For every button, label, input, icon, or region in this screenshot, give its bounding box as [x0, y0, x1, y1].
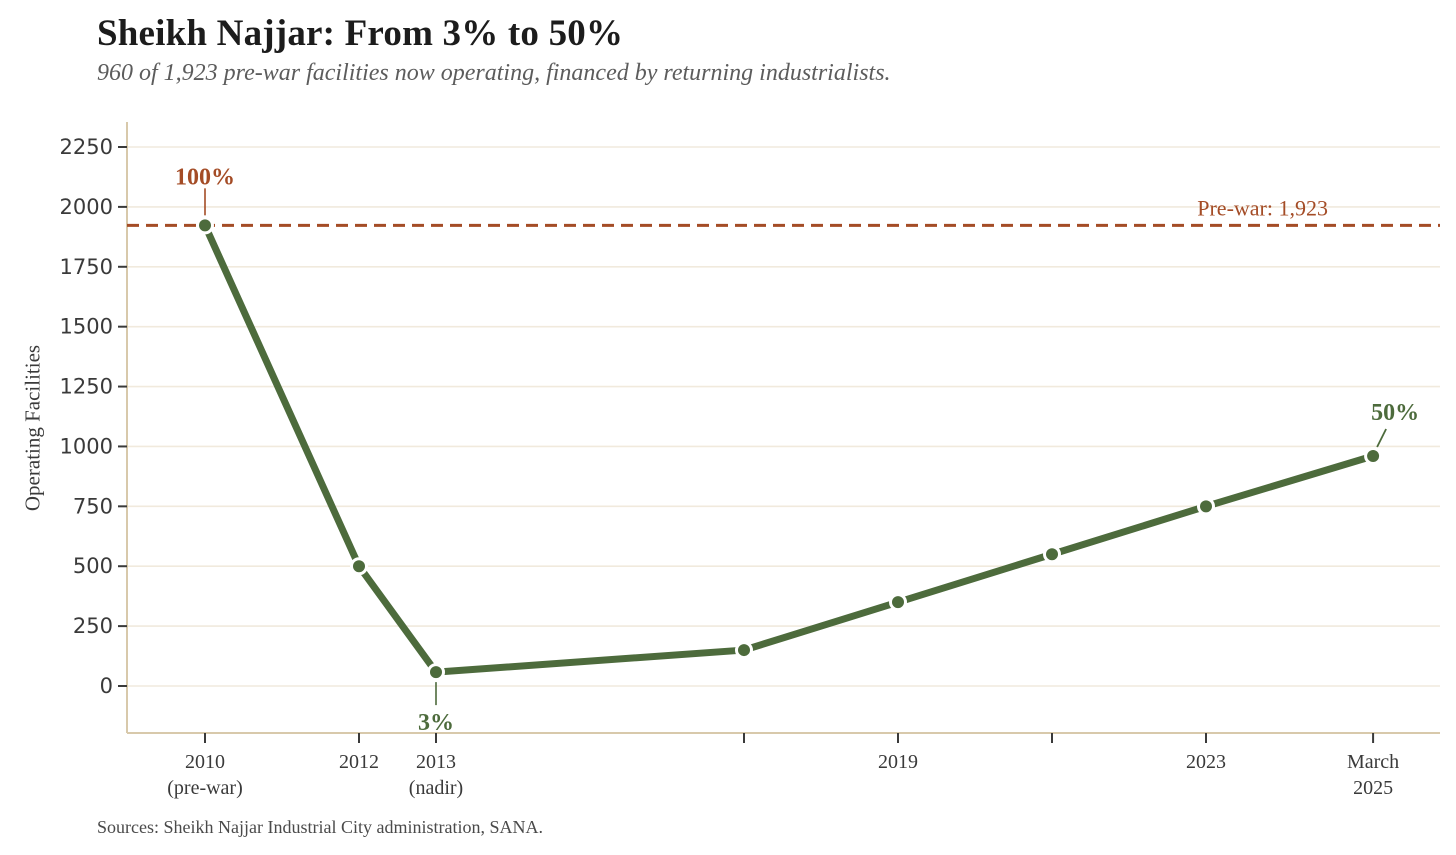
x-tick-label: 2013 — [416, 751, 456, 773]
prewar-reference-label: Pre-war: 1,923 — [1197, 195, 1328, 220]
y-tick-label: 1250 — [60, 375, 113, 399]
x-tick-label: (nadir) — [409, 777, 463, 799]
series-line — [201, 223, 1375, 676]
data-point — [350, 557, 368, 576]
annotation-100pct: 100% — [175, 164, 235, 190]
data-point — [1043, 545, 1061, 564]
source-note: Sources: Sheikh Najjar Industrial City a… — [97, 817, 543, 837]
annotation-3pct: 3% — [418, 710, 454, 736]
data-point — [427, 663, 445, 682]
x-tick-label: March — [1347, 751, 1399, 773]
data-point — [196, 216, 214, 235]
y-tick-label: 2250 — [60, 135, 113, 159]
x-tick-label: 2012 — [339, 751, 379, 773]
y-tick-label: 750 — [73, 494, 113, 518]
x-tick-label: (pre-war) — [167, 777, 243, 799]
data-point — [1364, 447, 1383, 466]
x-tick-label: 2019 — [878, 751, 918, 773]
annotation-leader — [1376, 428, 1387, 448]
chart-subtitle: 960 of 1,923 pre-war facilities now oper… — [97, 60, 891, 86]
data-point — [889, 593, 907, 612]
y-tick-label: 2000 — [60, 195, 113, 219]
data-point — [1197, 497, 1215, 516]
y-tick-label: 250 — [73, 614, 113, 638]
y-tick-label: 0 — [100, 674, 113, 698]
x-tick-label: 2010 — [185, 751, 225, 773]
x-tick-label: 2023 — [1186, 751, 1226, 773]
chart-title: Sheikh Najjar: From 3% to 50% — [97, 13, 624, 54]
annotation-50pct: 50% — [1371, 400, 1419, 426]
x-tick-label: 2025 — [1353, 777, 1393, 799]
y-tick-label: 1000 — [60, 434, 113, 458]
y-tick-label: 1750 — [60, 255, 113, 279]
y-tick-label: 1500 — [60, 315, 113, 339]
data-point — [735, 641, 753, 660]
y-tick-label: 500 — [73, 554, 113, 578]
